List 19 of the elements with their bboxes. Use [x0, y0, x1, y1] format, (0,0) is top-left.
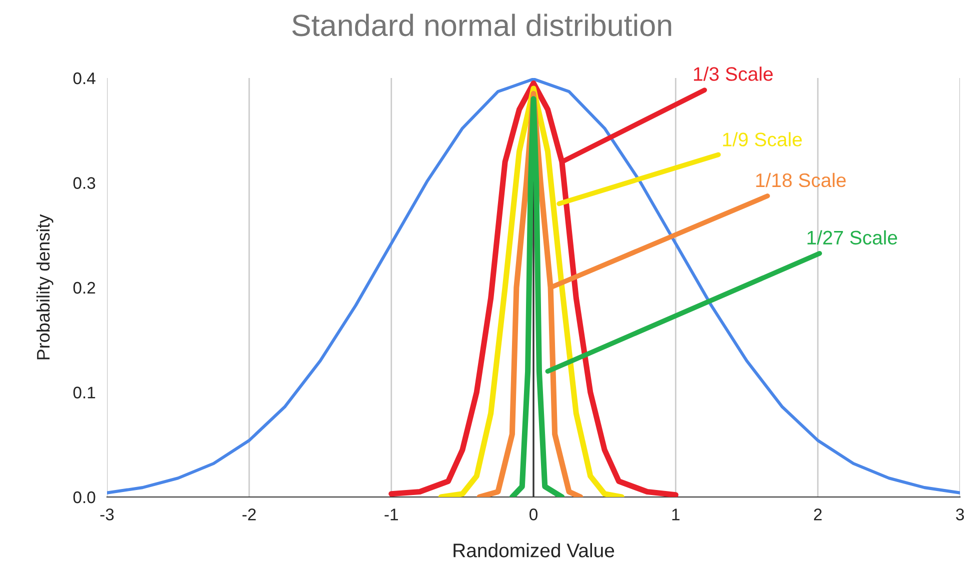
annotation: 1/3 Scale	[694, 66, 773, 81]
chart-title: Standard normal distribution	[292, 14, 672, 36]
annotation: 1/27 Scale	[808, 230, 898, 245]
y-tick-label: 0.3	[73, 177, 96, 189]
annotation: 1/9 Scale	[723, 132, 802, 146]
annotation: 1/18 Scale	[756, 172, 846, 188]
x-tick-label: 3	[956, 508, 964, 520]
x-tick-label: -2	[242, 508, 256, 520]
x-tick-label: -1	[384, 508, 398, 520]
x-tick-label: 2	[814, 508, 822, 520]
y-tick-label: 0.1	[73, 386, 96, 398]
x-tick-label: 0	[530, 508, 538, 520]
y-tick-label: 0.0	[73, 491, 96, 504]
x-tick-label: 1	[672, 508, 680, 520]
y-tick-label: 0.2	[73, 282, 96, 294]
x-tick-label: -3	[100, 508, 114, 520]
y-axis-title: Probability density	[36, 214, 54, 360]
y-tick-label: 0.4	[73, 72, 96, 84]
x-axis-title: Randomized Value	[454, 543, 614, 558]
